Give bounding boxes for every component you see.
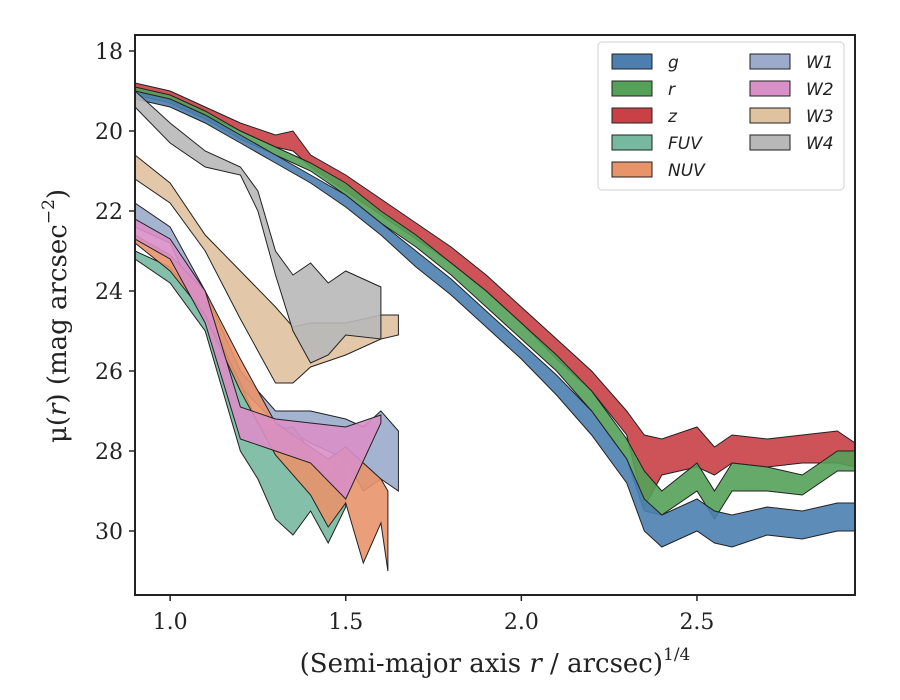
y-tick-label: 28 xyxy=(95,440,123,465)
x-tick-label: 1.0 xyxy=(153,610,188,635)
legend-swatch-fuv xyxy=(611,134,653,151)
y-tick-label: 22 xyxy=(95,200,123,225)
legend-box xyxy=(597,41,845,191)
legend-swatch-w2 xyxy=(749,80,791,97)
band-nuv xyxy=(135,234,389,572)
legend-label-w2: W2 xyxy=(806,80,834,100)
data-bands xyxy=(135,82,855,572)
y-tick-label: 26 xyxy=(95,360,123,385)
legend-label-z: z xyxy=(667,107,678,127)
plot-frame xyxy=(134,34,856,596)
legend-swatch-g xyxy=(611,53,653,70)
band-g xyxy=(135,90,855,548)
y-tick-label: 20 xyxy=(95,120,123,145)
legend-swatch-w1 xyxy=(749,53,791,70)
y-tick-label: 24 xyxy=(95,280,123,305)
legend-swatch-r xyxy=(611,80,653,97)
x-tick-label: 2.0 xyxy=(504,610,539,635)
legend-label-w4: W4 xyxy=(806,134,834,154)
legend-label-fuv: FUV xyxy=(668,134,703,154)
legend-swatch-z xyxy=(611,107,653,124)
band-w2 xyxy=(135,218,382,500)
x-tick-label: 2.5 xyxy=(679,610,714,635)
y-tick-label: 30 xyxy=(95,520,123,545)
legend-swatch-w4 xyxy=(749,134,791,151)
legend-label-g: g xyxy=(668,53,679,73)
legend-label-w1: W1 xyxy=(806,53,834,73)
y-axis-label: μ(r) (mag arcsec−2) xyxy=(39,189,73,443)
legend: grz FUV NUV W1 W2 W3 W4 xyxy=(597,41,845,191)
legend-swatch-w3 xyxy=(749,107,791,124)
legend-swatch-nuv xyxy=(611,161,653,178)
x-tick-label: 1.5 xyxy=(328,610,363,635)
legend-label-r: r xyxy=(668,80,676,100)
axes: 1.0 1.5 2.0 2.5 18 20 22 24 26 28 30 xyxy=(95,34,856,635)
x-axis-label: (Semi-major axis r / arcsec)1/4 xyxy=(300,645,691,679)
y-tick-label: 18 xyxy=(95,40,123,65)
legend-label-w3: W3 xyxy=(806,107,834,127)
band-w4 xyxy=(135,90,382,364)
legend-label-nuv: NUV xyxy=(668,161,706,181)
